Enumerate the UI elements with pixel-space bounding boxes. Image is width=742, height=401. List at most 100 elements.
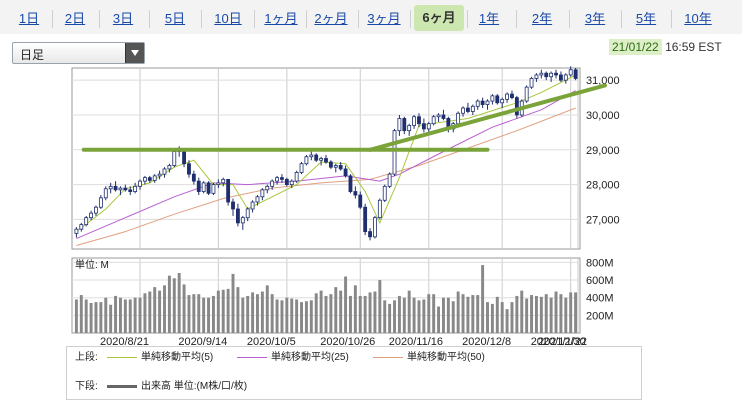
volume-bar	[486, 302, 489, 333]
ma5-line	[76, 74, 576, 232]
volume-bar	[456, 291, 460, 333]
tab-6[interactable]: 2ヶ月	[314, 11, 348, 26]
volume-bar	[192, 294, 196, 333]
candle-body	[152, 175, 157, 181]
tab-10[interactable]: 2年	[531, 11, 553, 26]
candle-body	[407, 125, 412, 132]
tab-separator	[201, 10, 202, 28]
tab-3[interactable]: 5日	[164, 11, 186, 26]
volume-bar	[158, 290, 162, 333]
volume-bar	[490, 303, 494, 333]
candle-body	[108, 185, 113, 190]
volume-bar	[334, 287, 338, 333]
candle-body	[529, 78, 534, 88]
tab-13[interactable]: 10年	[684, 11, 712, 26]
candle-body	[211, 184, 216, 194]
legend-item-ma25-label: 単純移動平均(25)	[271, 352, 349, 363]
volume-bar	[79, 295, 83, 333]
timestamp-date: 21/01/22	[609, 39, 662, 55]
volume-bar	[241, 297, 245, 333]
tab-separator	[620, 10, 622, 28]
volume-bar	[363, 295, 367, 333]
volume-bar	[559, 294, 563, 333]
volume-bar	[285, 297, 289, 333]
candle-body	[387, 173, 392, 187]
candle-body	[94, 206, 98, 214]
candle-body	[138, 180, 142, 187]
candle-body	[382, 185, 387, 201]
volume-line-icon	[107, 384, 137, 388]
tab-separator	[99, 10, 100, 28]
volume-bar	[324, 295, 328, 333]
volume-bar	[275, 299, 279, 333]
candle-body	[480, 100, 485, 105]
ma25-line-icon	[237, 356, 267, 358]
volume-tick-label: 400M	[586, 293, 614, 305]
tab-11[interactable]: 3年	[584, 11, 606, 26]
candle-body	[490, 95, 495, 102]
volume-bar	[569, 292, 573, 333]
volume-bar	[104, 297, 108, 333]
volume-bar	[510, 302, 514, 333]
volume-bar	[226, 288, 230, 333]
tab-8[interactable]: 6ヶ月	[414, 5, 464, 31]
tab-9[interactable]: 1年	[478, 11, 500, 26]
candle-body	[338, 165, 343, 170]
volume-bar	[133, 297, 137, 333]
candle-body	[157, 173, 162, 177]
volume-bar	[461, 294, 465, 333]
candle-body	[74, 228, 79, 234]
chart-type-value: 日足	[20, 48, 45, 62]
tab-0[interactable]: 1日	[18, 11, 40, 26]
candle-body	[421, 123, 426, 130]
candle-body	[534, 74, 539, 79]
volume-bar	[422, 299, 426, 333]
volume-bar	[500, 302, 504, 333]
volume-bar	[128, 299, 132, 333]
volume-bar	[260, 291, 264, 333]
tab-7[interactable]: 3ヶ月	[367, 11, 401, 26]
candle-body	[182, 149, 186, 165]
volume-bar	[270, 294, 274, 333]
candle-body	[431, 116, 436, 125]
volume-bar	[123, 299, 127, 333]
volume-bar	[197, 294, 201, 333]
volume-tick-label: 600M	[586, 275, 614, 287]
volume-bar	[564, 297, 568, 333]
volume-unit-label: 単位: M	[75, 258, 109, 271]
candle-body	[123, 187, 128, 191]
tab-separator	[254, 10, 255, 28]
candle-body	[98, 197, 103, 208]
candle-body	[333, 165, 338, 168]
volume-bar	[520, 290, 524, 333]
volume-bar	[417, 300, 421, 333]
tab-1[interactable]: 2日	[64, 11, 86, 26]
tab-4[interactable]: 10日	[214, 11, 242, 26]
candle-body	[103, 188, 108, 199]
x-tick-label: 2021/1/22	[538, 336, 587, 346]
tab-12[interactable]: 5年	[635, 11, 657, 26]
legend-upper-label: 上段:	[75, 352, 98, 363]
candle-body	[260, 189, 265, 198]
volume-bar	[329, 294, 333, 333]
legend-item-ma5: 単純移動平均(5)	[107, 351, 213, 365]
volume-bar	[94, 302, 98, 333]
candle-body	[402, 118, 407, 132]
candle-body	[461, 107, 465, 114]
volume-bar	[177, 273, 181, 333]
tab-2[interactable]: 3日	[112, 11, 134, 26]
chevron-down-icon[interactable]	[125, 43, 144, 63]
candle-body	[510, 93, 514, 98]
candle-body	[118, 187, 123, 191]
chart-type-select[interactable]: 日足	[12, 42, 145, 64]
volume-bar	[412, 297, 416, 333]
volume-bar	[295, 299, 299, 333]
volume-bar	[515, 295, 519, 333]
tab-separator	[306, 10, 307, 28]
tab-separator	[515, 10, 517, 28]
candle-body	[358, 194, 363, 208]
tab-5[interactable]: 1ヶ月	[264, 11, 298, 26]
tab-separator	[51, 10, 53, 28]
candle-body	[270, 180, 275, 187]
candle-body	[280, 177, 284, 180]
